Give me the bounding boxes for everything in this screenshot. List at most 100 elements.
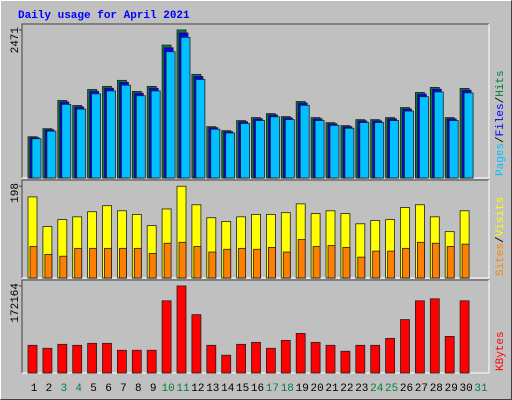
legend: Pages/Files/Hits: [495, 70, 507, 176]
bar: [121, 84, 131, 179]
bar: [329, 124, 340, 179]
bar: [102, 342, 112, 374]
bar: [91, 93, 101, 179]
x-tick-label: 18: [281, 383, 294, 395]
bar: [418, 96, 429, 179]
bar: [416, 241, 425, 279]
x-tick-label: 3: [60, 383, 67, 395]
legend-separator: /: [495, 236, 507, 243]
bar: [223, 248, 232, 279]
legend-entry: KBytes: [495, 331, 507, 371]
bar: [176, 285, 187, 374]
bar: [106, 90, 116, 179]
x-tick-label: 12: [191, 383, 204, 395]
bar: [374, 122, 385, 179]
bar: [295, 333, 306, 374]
bar: [284, 119, 295, 179]
bar: [299, 104, 310, 179]
bar: [265, 347, 276, 374]
bar: [89, 247, 97, 279]
x-tick-label: 10: [161, 383, 174, 395]
bar: [310, 341, 321, 374]
bar: [148, 253, 157, 279]
bar: [76, 108, 87, 179]
bar: [146, 349, 157, 374]
legend-entry: Files: [495, 103, 507, 136]
legend-entry: Sites: [495, 243, 507, 276]
bar: [72, 344, 83, 374]
bar: [429, 298, 440, 374]
bar: [178, 241, 187, 279]
bar: [280, 339, 291, 374]
legend: Sites/Visits: [495, 197, 507, 276]
bar: [433, 91, 444, 179]
x-tick-label: 11: [176, 383, 190, 395]
bar: [74, 247, 83, 279]
bar: [387, 250, 396, 279]
bar: [461, 243, 470, 279]
bar: [463, 92, 474, 179]
x-tick-label: 30: [459, 383, 472, 395]
bar: [372, 250, 381, 279]
x-tick-label: 20: [310, 383, 323, 395]
bar: [282, 251, 291, 279]
y-tick-label: 172164: [10, 283, 22, 323]
x-tick-label: 26: [400, 383, 413, 395]
bar: [131, 349, 142, 374]
bar: [446, 246, 455, 279]
x-tick-label: 22: [340, 383, 353, 395]
bar: [355, 344, 366, 374]
x-tick-label: 24: [370, 383, 384, 395]
bar: [165, 51, 176, 179]
bar: [119, 247, 127, 279]
x-tick-label: 14: [221, 383, 235, 395]
x-tick-label: 19: [296, 383, 309, 395]
bar: [59, 255, 68, 279]
bar: [269, 116, 280, 179]
legend-entry: Hits: [495, 70, 507, 96]
bar: [314, 120, 325, 179]
bar: [240, 123, 251, 179]
bar: [238, 247, 247, 279]
bar: [191, 314, 202, 374]
bar: [29, 246, 38, 279]
bar: [42, 347, 53, 374]
bar: [193, 246, 202, 279]
legend-separator: /: [495, 136, 507, 143]
bar: [27, 344, 38, 374]
x-tick-label: 27: [415, 383, 428, 395]
bar: [297, 239, 306, 279]
bar: [359, 122, 370, 179]
bar: [342, 247, 351, 279]
bar: [236, 343, 247, 374]
legend-separator: /: [495, 97, 507, 104]
x-tick-label: 1: [31, 383, 38, 395]
bar: [104, 247, 112, 279]
bar: [221, 354, 232, 374]
bar: [400, 319, 410, 374]
bar: [57, 343, 68, 374]
bar: [210, 128, 221, 179]
x-tick-label: 5: [90, 383, 97, 395]
bar: [163, 242, 172, 279]
x-tick-label: 7: [120, 383, 127, 395]
bar: [208, 251, 217, 279]
bar: [150, 90, 161, 179]
bar: [444, 336, 455, 374]
x-tick-label: 31: [474, 383, 488, 395]
x-tick-label: 6: [105, 383, 112, 395]
panel-edge-dark: [21, 23, 489, 178]
x-tick-label: 28: [430, 383, 443, 395]
bar: [325, 344, 336, 374]
bar: [46, 130, 57, 179]
bar: [340, 350, 351, 374]
panel-edge-dark: [21, 279, 489, 373]
bar: [404, 110, 414, 179]
legend-entry: Visits: [495, 197, 507, 237]
bar: [117, 349, 127, 374]
bar: [195, 79, 206, 179]
bar: [135, 95, 146, 179]
x-tick-label: 23: [355, 383, 368, 395]
